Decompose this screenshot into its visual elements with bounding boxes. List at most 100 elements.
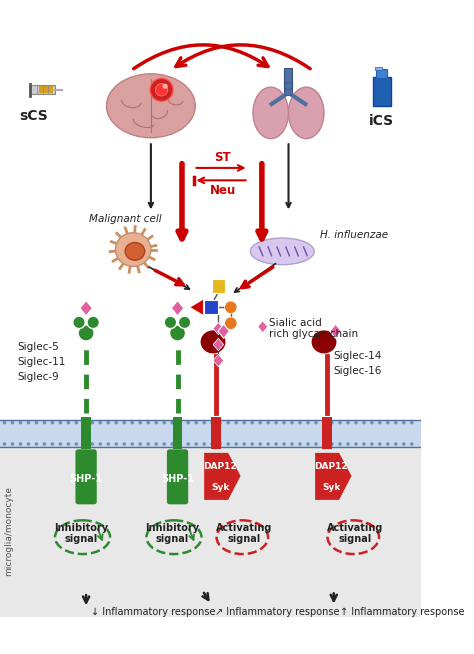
Ellipse shape [253,87,289,139]
FancyBboxPatch shape [75,449,97,504]
Circle shape [115,421,118,424]
Circle shape [27,421,30,424]
Bar [211,417,220,449]
Bar [0,447,421,617]
Polygon shape [213,322,224,335]
Circle shape [66,442,70,446]
Circle shape [91,421,94,424]
Circle shape [242,421,246,424]
Text: ↓ Inflammatory response: ↓ Inflammatory response [91,607,215,617]
Circle shape [130,442,134,446]
Polygon shape [315,453,352,500]
Polygon shape [190,300,203,315]
Circle shape [73,316,85,328]
Text: H. influenzae: H. influenzae [319,230,388,241]
Circle shape [171,421,174,424]
Circle shape [370,421,374,424]
Circle shape [27,442,30,446]
Circle shape [178,442,182,446]
Circle shape [346,421,350,424]
Circle shape [298,442,302,446]
Text: sCS: sCS [19,109,48,124]
Circle shape [298,421,302,424]
FancyArrowPatch shape [134,45,268,69]
Circle shape [99,421,102,424]
Text: SHP-1: SHP-1 [70,475,102,485]
Polygon shape [171,301,184,316]
Circle shape [394,421,398,424]
Ellipse shape [125,243,145,260]
Circle shape [283,421,286,424]
Circle shape [258,421,262,424]
Circle shape [194,442,198,446]
Circle shape [242,442,246,446]
Circle shape [74,442,78,446]
Circle shape [394,442,398,446]
Circle shape [3,442,6,446]
Circle shape [338,442,342,446]
Bar [81,417,91,449]
Circle shape [227,421,230,424]
Circle shape [362,442,366,446]
Text: Syk: Syk [322,483,340,492]
Circle shape [178,316,191,328]
Bar [173,417,182,449]
Circle shape [322,421,326,424]
Polygon shape [330,324,341,338]
Text: Activating
signal: Activating signal [216,523,272,544]
Bar [204,300,219,315]
Circle shape [283,442,286,446]
Circle shape [138,421,142,424]
Circle shape [370,442,374,446]
Circle shape [82,442,86,446]
Text: Siglec-5
Siglec-11
Siglec-9: Siglec-5 Siglec-11 Siglec-9 [18,342,66,381]
Circle shape [99,442,102,446]
Circle shape [163,421,166,424]
Circle shape [163,84,168,89]
Text: ST: ST [215,151,231,164]
Circle shape [202,442,206,446]
Circle shape [314,442,318,446]
Polygon shape [258,321,268,333]
Circle shape [35,421,38,424]
Circle shape [163,442,166,446]
Polygon shape [213,354,224,367]
Circle shape [290,421,294,424]
Text: DAP12: DAP12 [314,462,348,471]
Circle shape [82,421,86,424]
Ellipse shape [115,233,151,266]
Circle shape [314,421,318,424]
Bar [0,372,421,420]
Circle shape [51,421,54,424]
Circle shape [51,442,54,446]
Circle shape [386,442,390,446]
Circle shape [171,442,174,446]
Circle shape [346,442,350,446]
Circle shape [130,421,134,424]
Circle shape [59,421,62,424]
Text: microglia/monocyte: microglia/monocyte [4,486,13,576]
Circle shape [274,442,278,446]
Text: Inhibitory
signal: Inhibitory signal [145,523,199,544]
Circle shape [306,421,310,424]
Circle shape [87,316,100,328]
Bar [39,86,53,94]
Circle shape [210,442,214,446]
Circle shape [250,421,254,424]
Circle shape [78,325,94,341]
Circle shape [170,325,185,341]
Circle shape [210,421,214,424]
Circle shape [410,442,414,446]
Circle shape [115,442,118,446]
Circle shape [74,421,78,424]
Circle shape [330,442,334,446]
Circle shape [186,442,190,446]
FancyArrowPatch shape [176,45,310,69]
Text: iCS: iCS [369,114,394,128]
Circle shape [362,421,366,424]
Circle shape [10,421,14,424]
Circle shape [59,442,62,446]
Circle shape [18,442,22,446]
Circle shape [10,442,14,446]
Circle shape [155,84,168,96]
